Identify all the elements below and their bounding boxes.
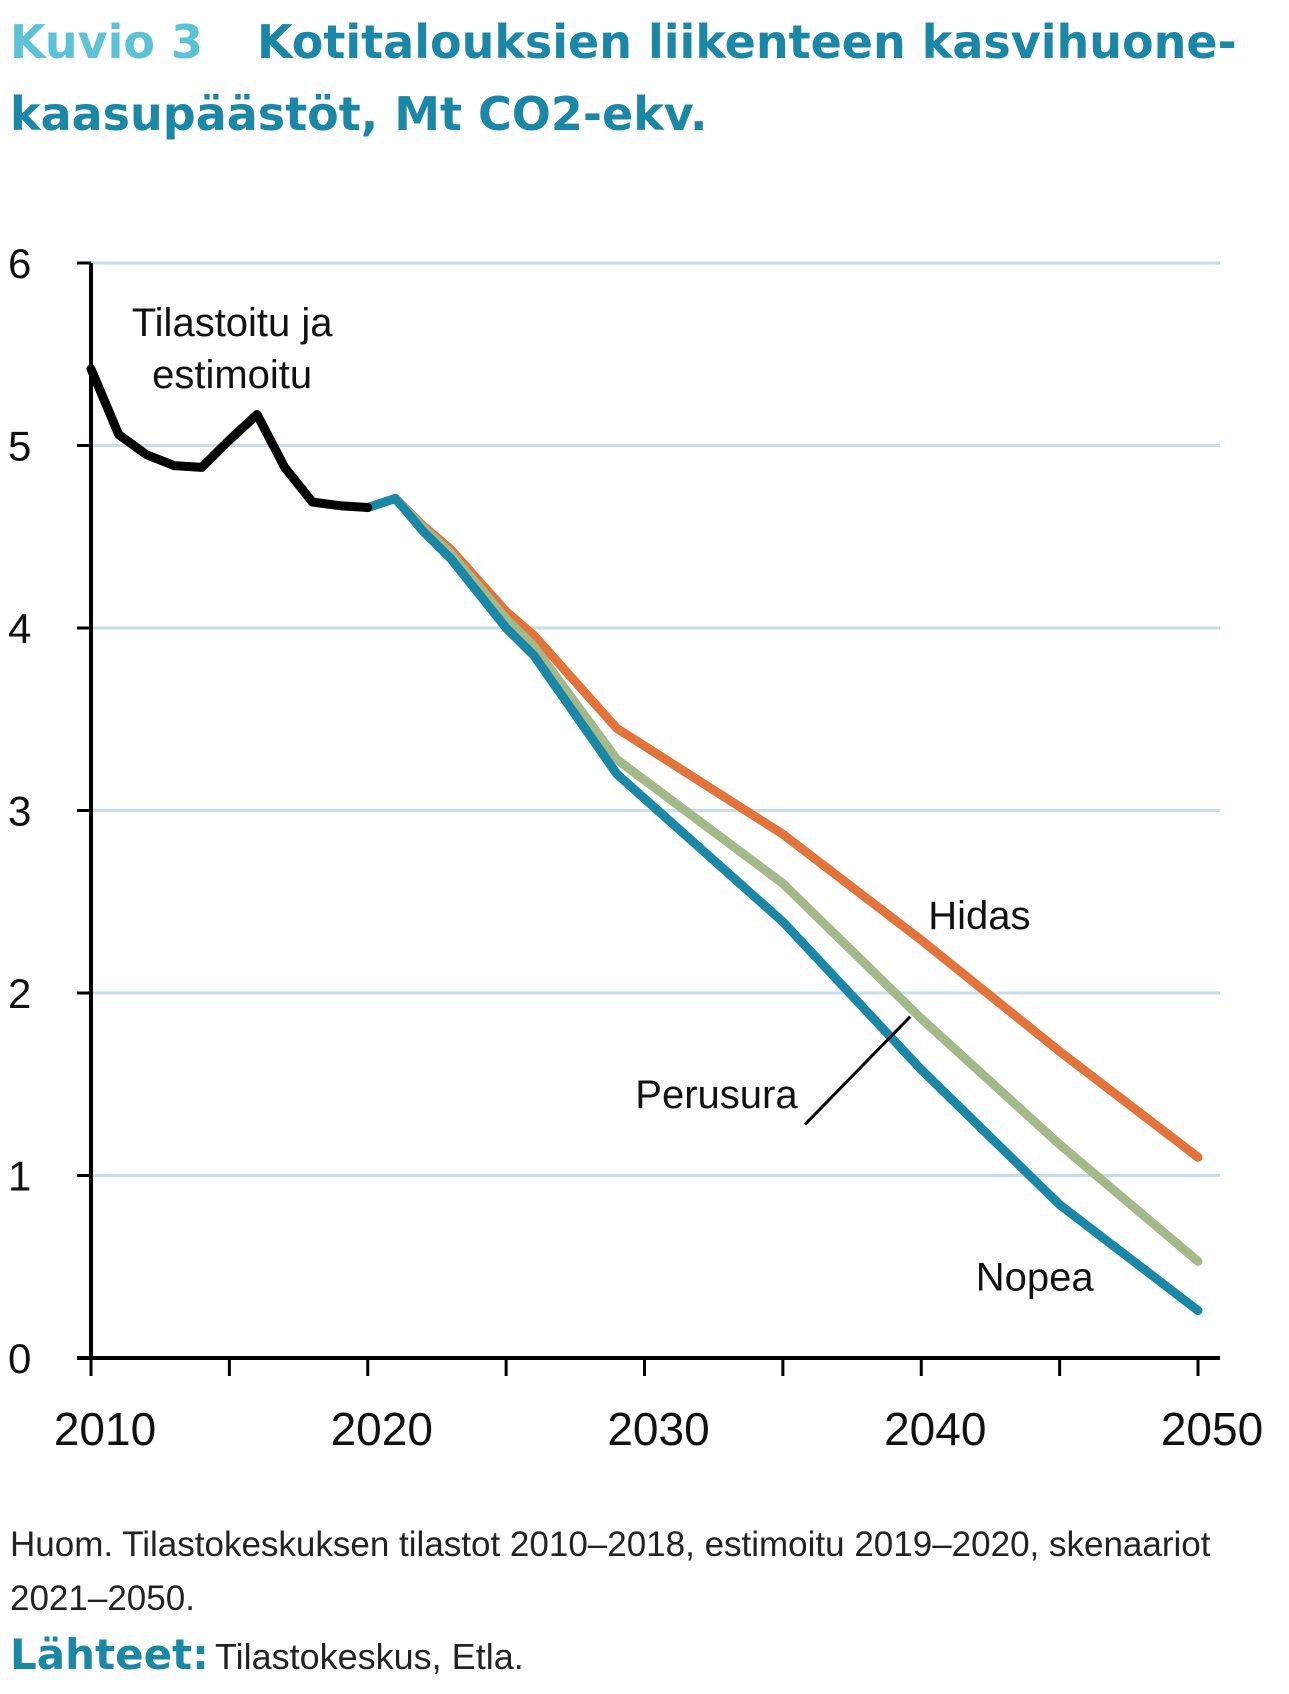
chart-title: Kuvio 3 Kotitalouksien liikenteen kasvihu… — [10, 6, 1280, 150]
series-lines — [86, 364, 1203, 1316]
series-label: Tilastoitu ja estimoitu — [132, 301, 334, 397]
chart-sources: Lähteet: Tilastokeskus, Etla. — [10, 1630, 1270, 1679]
y-tick-label: 6 — [8, 240, 31, 287]
x-tick-label: 2050 — [1161, 1403, 1263, 1455]
line-chart: 0 1 2 3 4 5 6 2010 2020 2030 2040 2050 Tilastoitu j… — [8, 240, 1263, 1455]
series-label-line: Nopea — [976, 1255, 1095, 1299]
y-tick-label: 3 — [8, 788, 31, 835]
series-label-line: Perusura — [635, 1073, 798, 1117]
sources-text: Tilastokeskus, Etla. — [214, 1636, 524, 1677]
y-tick-label: 2 — [8, 970, 31, 1017]
y-tick-label: 0 — [8, 1335, 31, 1382]
series-line — [363, 493, 1203, 1316]
x-tick-label: 2030 — [607, 1403, 709, 1455]
annotations: Tilastoitu ja estimoitu Hidas Perusura Nopea — [132, 301, 1095, 1299]
figure-title: Kotitalouksien liikenteen kasvihuone-kaa… — [10, 15, 1237, 141]
y-tick-label: 5 — [8, 423, 31, 470]
x-tick-label: 2010 — [54, 1403, 156, 1455]
y-tick-label: 1 — [8, 1153, 31, 1200]
series-label: Nopea — [976, 1255, 1095, 1299]
x-tick-label: 2040 — [884, 1403, 986, 1455]
series-label: Perusura — [635, 1073, 798, 1117]
perusura-leader-line — [803, 1015, 912, 1126]
axes: 0 1 2 3 4 5 6 2010 2020 2030 2040 2050 — [8, 240, 1263, 1455]
y-tick-label: 4 — [8, 605, 31, 652]
series-label-line: Hidas — [928, 894, 1030, 938]
sources-label: Lähteet: — [10, 1630, 209, 1679]
series-label-line: Tilastoitu ja — [132, 301, 334, 345]
x-tick-label: 2020 — [331, 1403, 433, 1455]
series-line — [86, 364, 373, 513]
figure-label: Kuvio 3 — [10, 15, 203, 69]
series-label: Hidas — [928, 894, 1030, 938]
series-label-line: estimoitu — [152, 353, 312, 397]
chart-note: Huom. Tilastokeskuksen tilastot 2010–201… — [10, 1525, 1211, 1618]
